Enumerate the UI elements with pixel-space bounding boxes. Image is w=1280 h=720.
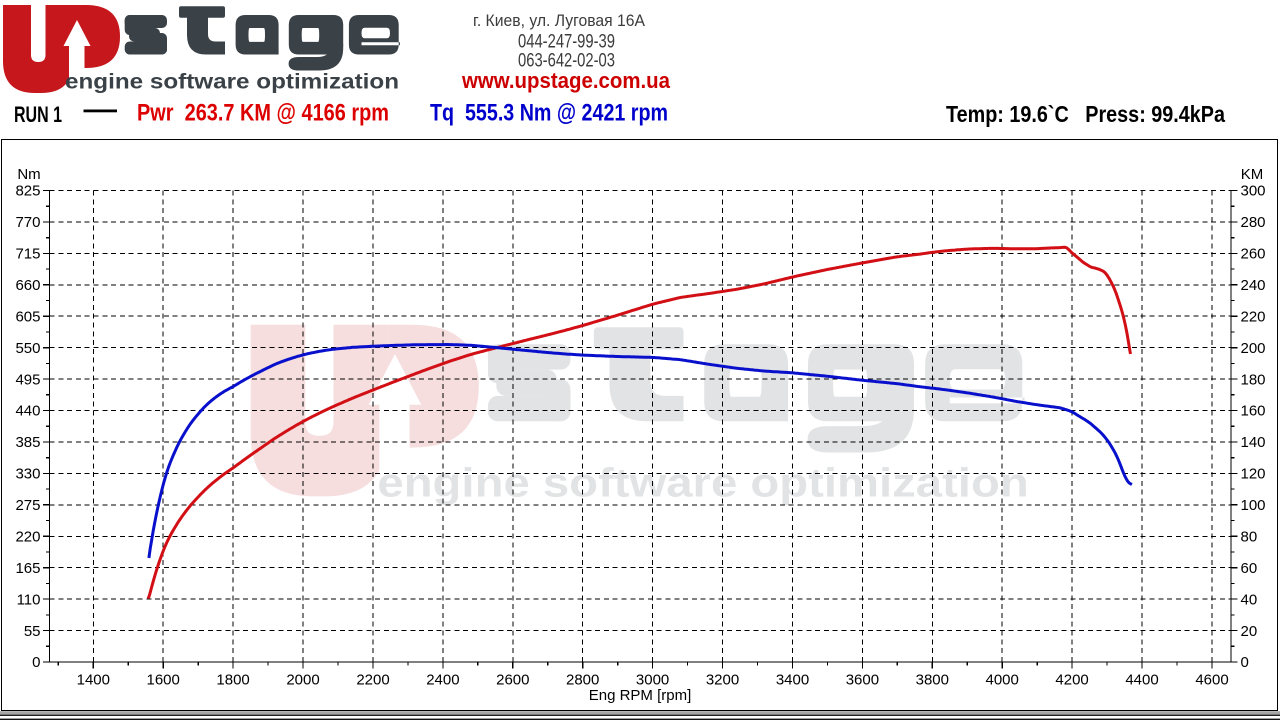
- svg-text:1600: 1600: [147, 672, 180, 689]
- svg-text:Pwr 263.7 KM @ 4166 rpm: Pwr 263.7 KM @ 4166 rpm: [137, 99, 389, 126]
- svg-text:240: 240: [1241, 277, 1266, 294]
- svg-text:200: 200: [1241, 340, 1266, 357]
- svg-text:063-642-02-03: 063-642-02-03: [518, 51, 615, 72]
- svg-text:0: 0: [1241, 654, 1249, 671]
- svg-text:1800: 1800: [216, 672, 249, 689]
- svg-text:3600: 3600: [846, 672, 879, 689]
- svg-text:3000: 3000: [636, 672, 669, 689]
- svg-text:160: 160: [1241, 403, 1266, 420]
- svg-text:440: 440: [15, 403, 40, 420]
- svg-text:275: 275: [15, 497, 40, 514]
- svg-text:495: 495: [15, 371, 40, 388]
- svg-text:385: 385: [15, 434, 40, 451]
- svg-text:Temp: 19.6`C Press: 99.4kPa: Temp: 19.6`C Press: 99.4kPa: [946, 101, 1225, 127]
- svg-text:165: 165: [15, 560, 40, 577]
- svg-text:г. Киев, ул. Луговая 16А: г. Киев, ул. Луговая 16А: [473, 12, 645, 30]
- svg-text:4000: 4000: [986, 672, 1019, 689]
- svg-text:3800: 3800: [916, 672, 949, 689]
- svg-text:KM: KM: [1241, 166, 1264, 183]
- svg-text:660: 660: [15, 277, 40, 294]
- svg-text:220: 220: [1241, 308, 1266, 325]
- svg-text:1400: 1400: [77, 672, 110, 689]
- svg-text:0: 0: [32, 654, 40, 671]
- svg-text:260: 260: [1241, 246, 1266, 263]
- svg-text:4400: 4400: [1125, 672, 1158, 689]
- svg-text:550: 550: [15, 340, 40, 357]
- svg-text:770: 770: [15, 214, 40, 231]
- svg-text:220: 220: [15, 529, 40, 546]
- svg-text:www.upstage.com.ua: www.upstage.com.ua: [461, 68, 671, 93]
- svg-text:110: 110: [17, 591, 41, 608]
- svg-text:715: 715: [15, 246, 40, 263]
- svg-text:Tq 555.3 Nm @ 2421 rpm: Tq 555.3 Nm @ 2421 rpm: [430, 99, 668, 126]
- svg-text:044-247-99-39: 044-247-99-39: [518, 32, 615, 53]
- svg-text:300: 300: [1241, 183, 1266, 200]
- svg-text:280: 280: [1241, 214, 1266, 231]
- svg-text:Eng RPM [rpm]: Eng RPM [rpm]: [589, 687, 692, 704]
- svg-text:20: 20: [1241, 623, 1258, 640]
- svg-text:3200: 3200: [706, 672, 739, 689]
- svg-text:120: 120: [1241, 466, 1266, 483]
- svg-text:Nm: Nm: [17, 166, 40, 183]
- svg-text:100: 100: [1241, 497, 1266, 514]
- svg-text:140: 140: [1241, 434, 1266, 451]
- svg-text:4200: 4200: [1055, 672, 1088, 689]
- svg-text:40: 40: [1241, 591, 1258, 608]
- svg-text:605: 605: [15, 308, 40, 325]
- svg-text:55: 55: [24, 623, 41, 640]
- svg-text:3400: 3400: [776, 672, 809, 689]
- svg-text:2200: 2200: [356, 672, 389, 689]
- svg-text:825: 825: [15, 183, 40, 200]
- svg-text:2600: 2600: [496, 672, 529, 689]
- svg-text:60: 60: [1241, 560, 1258, 577]
- svg-text:180: 180: [1241, 371, 1266, 388]
- svg-text:4600: 4600: [1195, 672, 1228, 689]
- svg-text:RUN 1: RUN 1: [14, 102, 62, 127]
- svg-text:2800: 2800: [566, 672, 599, 689]
- svg-text:80: 80: [1241, 529, 1258, 546]
- svg-text:2000: 2000: [286, 672, 319, 689]
- svg-text:330: 330: [15, 466, 40, 483]
- svg-text:2400: 2400: [426, 672, 459, 689]
